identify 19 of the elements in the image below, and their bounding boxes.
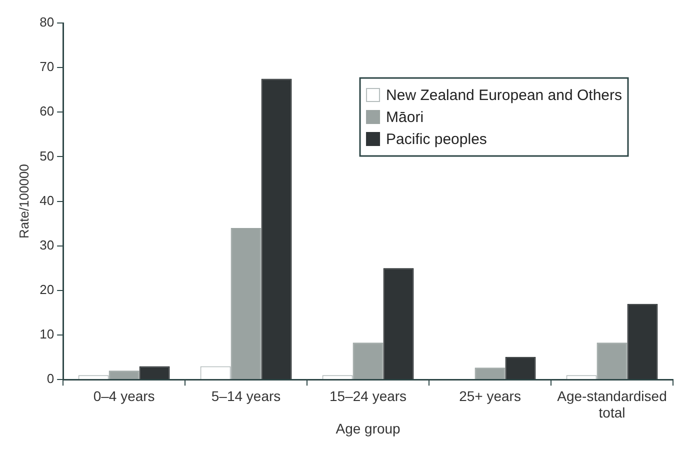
y-tick-label: 0	[46, 371, 54, 386]
y-tick-label: 10	[40, 326, 54, 342]
y-tick-label: 40	[40, 192, 54, 208]
legend-label: New Zealand European and Others	[386, 87, 622, 104]
y-tick-label: 50	[40, 148, 54, 164]
y-tick-label: 60	[40, 104, 54, 119]
x-tick-label: 0–4 years	[93, 388, 155, 404]
y-tick-label: 30	[40, 237, 54, 252]
y-axis-title: Rate/100000	[16, 164, 32, 239]
x-tick-label: 15–24 years	[330, 388, 407, 404]
x-tick-label: 5–14 years	[211, 388, 281, 404]
y-tick-label: 80	[40, 14, 54, 30]
x-axis-title: Age group	[336, 420, 401, 436]
y-tick-label: 20	[40, 282, 54, 298]
y-tick-label: 70	[40, 59, 54, 74]
x-tick-label: Age-standardised total	[557, 388, 667, 421]
legend-label: Māori	[386, 109, 424, 126]
legend-label: Pacific peoples	[386, 131, 487, 148]
x-tick-label: 25+ years	[459, 388, 521, 404]
